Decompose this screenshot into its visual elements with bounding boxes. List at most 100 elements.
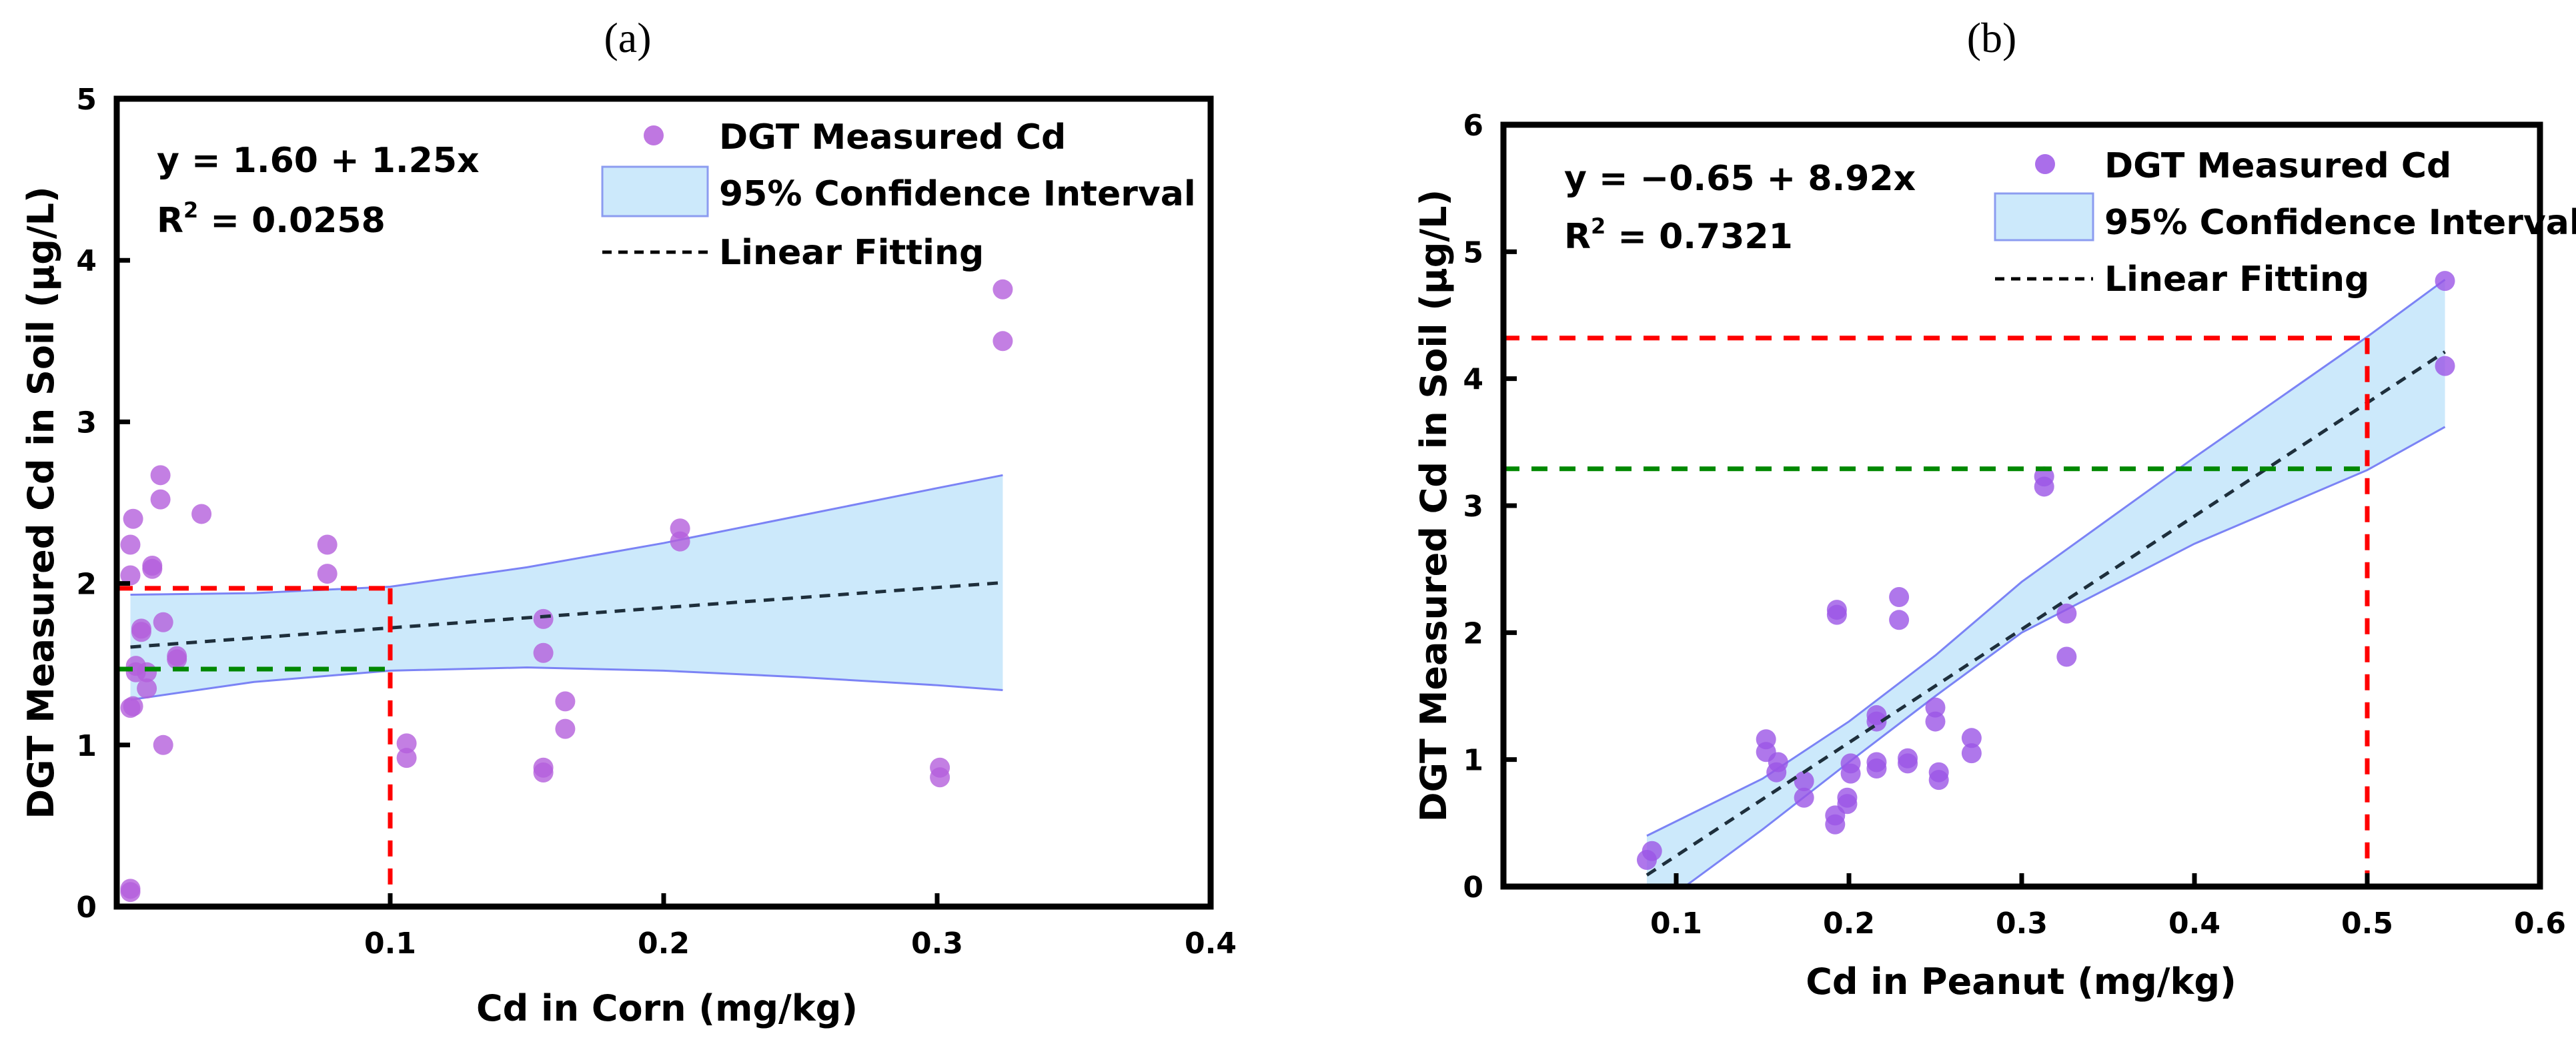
data-point: [150, 465, 171, 486]
legend: DGT Measured Cd 95% Confidence Interval Li…: [601, 117, 1196, 273]
data-point: [123, 508, 143, 529]
linear-fit-line: [1646, 350, 2446, 877]
x-tick-label: 0.4: [2168, 907, 2220, 941]
data-point: [153, 734, 173, 755]
data-point: [317, 564, 338, 584]
data-point: [1840, 763, 1861, 784]
data-point: [1889, 610, 1910, 630]
r-squared-superscript: 2: [1591, 213, 1605, 239]
x-axis-label: Cd in Peanut (mg/kg): [1806, 961, 2236, 1003]
data-point: [1925, 697, 1946, 718]
r-squared-superscript: 2: [183, 197, 198, 223]
r-squared: R2 = 0.7321: [1564, 213, 1793, 257]
regression-equation: y = −0.65 + 8.92x: [1564, 159, 1916, 199]
legend-label-points: DGT Measured Cd: [719, 117, 1066, 157]
data-point: [1837, 794, 1858, 815]
data-point: [153, 612, 173, 632]
y-tick-label: 0: [1463, 871, 1483, 905]
data-point: [533, 608, 554, 629]
y-tick-label: 4: [76, 244, 97, 278]
y-tick-label: 4: [1463, 363, 1483, 397]
y-tick-label: 6: [1463, 109, 1483, 143]
confidence-upper-line: [130, 474, 1003, 596]
r-squared: R2 = 0.0258: [157, 197, 386, 241]
data-point: [1794, 771, 1814, 792]
chart-panel-a: (a) 0.1 0.2 0.3 0.4 0 1 2 3 4 5 Cd in Corn (mg/kg) D…: [20, 14, 1237, 1029]
x-tick-label: 0.1: [364, 927, 416, 961]
confidence-lower-line: [130, 666, 1003, 701]
data-point: [2435, 271, 2455, 292]
x-tick-label: 0.5: [2341, 907, 2393, 941]
data-point: [2034, 476, 2054, 497]
data-point: [142, 558, 163, 579]
legend-point-marker: [2035, 154, 2055, 174]
y-tick-label: 1: [76, 729, 97, 763]
data-point: [396, 748, 417, 768]
legend-ci-swatch: [1994, 192, 2094, 241]
data-point: [137, 678, 157, 699]
y-tick-label: 5: [76, 83, 97, 117]
data-point: [1898, 753, 1918, 774]
confidence-band: [130, 475, 1003, 700]
data-point: [1642, 841, 1662, 861]
data-point: [1794, 787, 1814, 808]
legend-label-ci: 95% Confidence Interval: [2104, 203, 2576, 243]
legend-label-fit: Linear Fitting: [719, 233, 984, 273]
x-tick-label: 0.2: [1823, 907, 1875, 941]
data-point: [670, 531, 690, 552]
y-tick-label: 3: [1463, 490, 1483, 524]
y-tick-label: 2: [1463, 616, 1483, 650]
data-point: [1961, 728, 1982, 748]
r-squared-prefix: R: [1564, 217, 1591, 257]
chart-panel-b: (b) 0.1 0.2 0.3 0.4 0.5 0.6 0 1 2 3 4 5 6 Cd in Peanut…: [1413, 14, 2576, 1003]
y-axis-label: DGT Measured Cd in Soil (µg/L): [1413, 189, 1455, 822]
y-tick-label: 5: [1463, 235, 1483, 270]
data-point: [555, 718, 576, 739]
data-point: [396, 733, 417, 754]
data-point: [317, 534, 338, 555]
confidence-lower-line: [1646, 426, 2446, 888]
data-point: [930, 767, 950, 788]
data-point: [120, 882, 141, 903]
regression-equation: y = 1.60 + 1.25x: [157, 141, 480, 181]
data-point: [120, 534, 141, 555]
x-tick-label: 0.4: [1185, 927, 1237, 961]
y-axis-label: DGT Measured Cd in Soil (µg/L): [20, 186, 62, 819]
panel-label: (a): [604, 14, 651, 61]
data-point: [150, 489, 171, 510]
legend-label-ci: 95% Confidence Interval: [719, 174, 1196, 214]
y-tick-label: 3: [76, 406, 97, 440]
r-squared-value: = 0.7321: [1605, 217, 1792, 257]
data-point: [1961, 743, 1982, 764]
panel-label: (b): [1967, 14, 2017, 61]
data-point: [993, 279, 1013, 300]
data-point: [191, 504, 212, 524]
data-point: [2056, 603, 2077, 624]
data-point: [120, 565, 141, 586]
data-point: [123, 696, 143, 716]
legend-point-marker: [644, 125, 664, 145]
data-point: [533, 642, 554, 663]
data-point: [1889, 587, 1910, 608]
data-point: [167, 646, 187, 666]
data-point: [993, 331, 1013, 352]
data-point: [1766, 762, 1787, 782]
x-tick-label: 0.6: [2514, 907, 2566, 941]
data-point: [533, 762, 554, 782]
y-tick-label: 1: [1463, 744, 1483, 778]
x-tick-label: 0.3: [1996, 907, 2048, 941]
data-point: [2056, 646, 2077, 667]
confidence-band: [1646, 280, 2445, 887]
legend: DGT Measured Cd 95% Confidence Interval Li…: [1994, 146, 2576, 300]
data-point: [131, 622, 151, 642]
x-axis-label: Cd in Corn (mg/kg): [476, 987, 858, 1029]
linear-fit-line: [130, 580, 1003, 649]
legend-label-fit: Linear Fitting: [2104, 259, 2369, 300]
x-tick-label: 0.1: [1650, 907, 1702, 941]
legend-label-points: DGT Measured Cd: [2104, 146, 2451, 186]
data-point: [1825, 814, 1846, 835]
y-tick-label: 2: [76, 568, 97, 602]
data-point: [1928, 770, 1949, 791]
x-tick-label: 0.3: [911, 927, 963, 961]
